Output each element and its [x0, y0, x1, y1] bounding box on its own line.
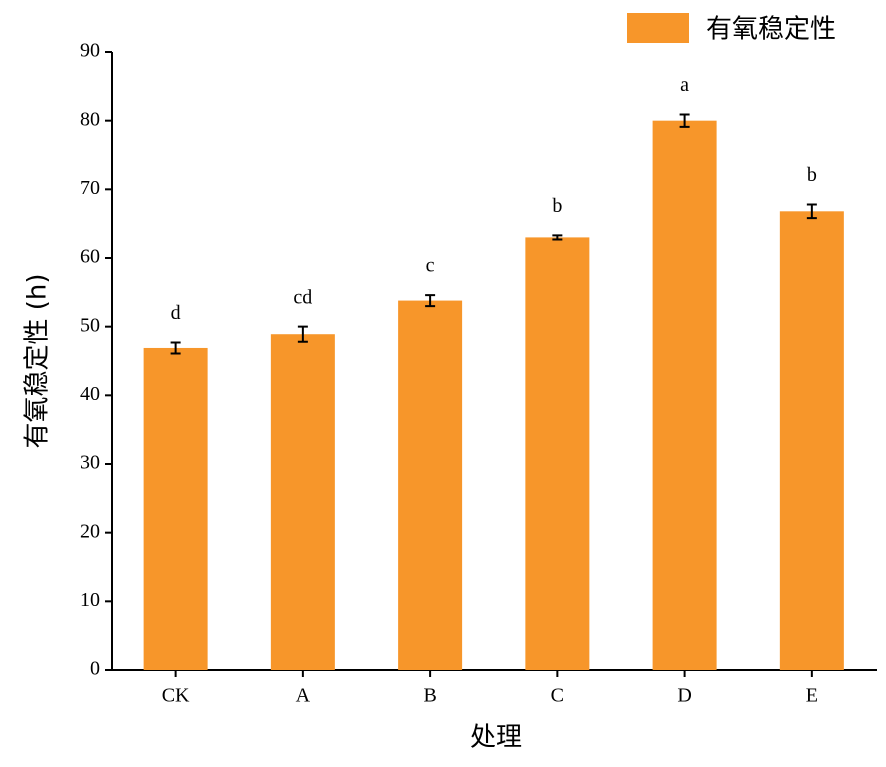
y-tick-label: 40 — [80, 383, 100, 405]
bar — [143, 347, 208, 670]
y-tick-label: 20 — [80, 520, 100, 542]
bar — [270, 334, 335, 670]
x-tick-label: E — [806, 685, 818, 707]
significance-label: b — [552, 195, 562, 217]
significance-label: d — [171, 302, 181, 324]
x-tick-label: D — [677, 685, 691, 707]
legend-label: 有氧稳定性 — [706, 15, 836, 45]
x-tick-label: C — [551, 685, 564, 707]
bar — [398, 300, 463, 670]
significance-label: b — [807, 164, 817, 186]
x-tick-label: A — [296, 685, 311, 707]
y-tick-label: 50 — [80, 314, 100, 336]
y-tick-label: 90 — [80, 40, 100, 62]
y-tick-label: 60 — [80, 246, 100, 268]
x-tick-label: CK — [162, 685, 190, 707]
x-axis-label: 处理 — [470, 723, 522, 753]
y-tick-label: 30 — [80, 452, 100, 474]
significance-label: cd — [293, 286, 312, 308]
error-bar — [297, 325, 308, 343]
x-tick-label: B — [423, 685, 436, 707]
bar — [525, 237, 590, 670]
error-bar — [679, 113, 690, 128]
significance-label: a — [680, 74, 689, 96]
bar — [779, 211, 844, 670]
error-bar — [425, 294, 436, 308]
y-tick-label: 10 — [80, 589, 100, 611]
y-axis-label: 有氧稳定性 (h) — [23, 273, 53, 448]
error-bar — [806, 203, 817, 220]
y-tick-label: 70 — [80, 177, 100, 199]
legend-swatch — [627, 13, 689, 43]
bar — [652, 120, 717, 670]
error-bar — [552, 234, 563, 241]
significance-label: c — [426, 255, 435, 277]
error-bar — [170, 341, 181, 355]
y-tick-label: 0 — [90, 658, 100, 680]
y-tick-label: 80 — [80, 108, 100, 130]
